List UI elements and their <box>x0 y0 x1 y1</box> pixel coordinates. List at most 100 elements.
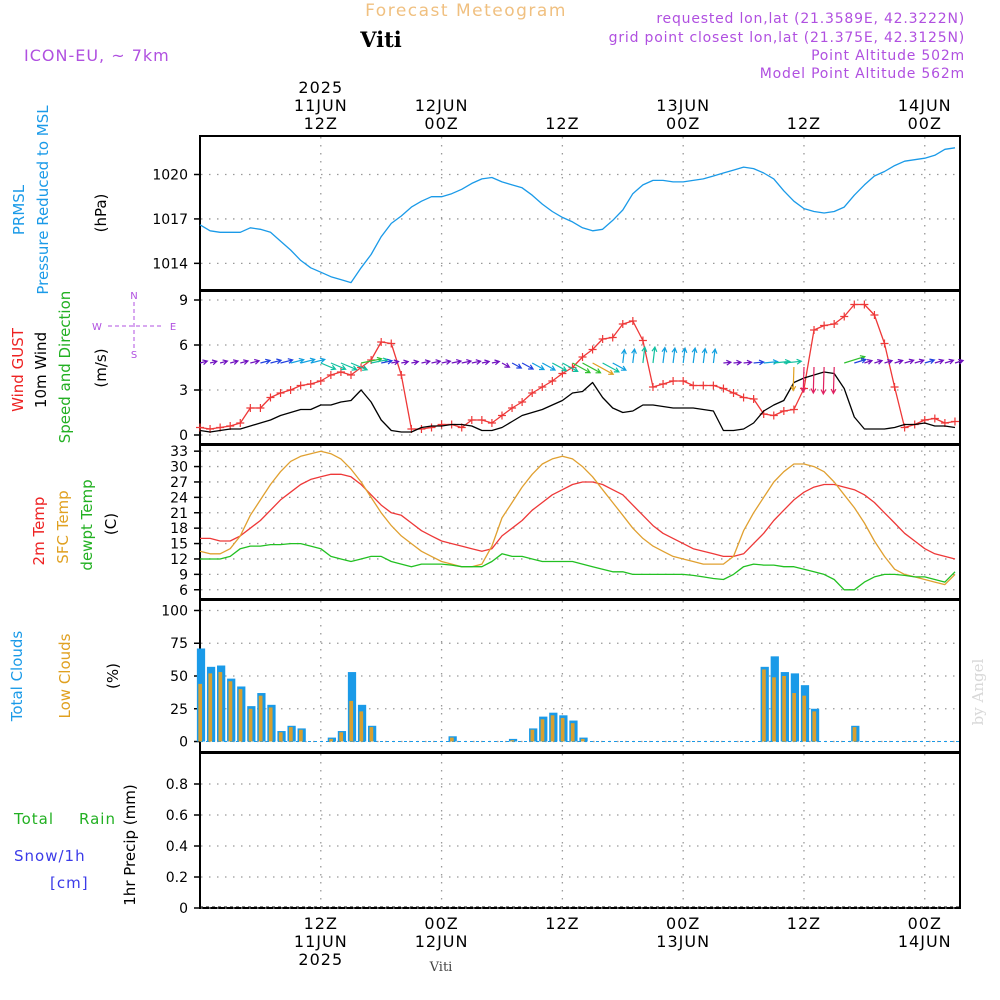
wind-arrow <box>631 347 637 364</box>
precip-total-label: Total <box>13 810 54 828</box>
y-tick-label: 6 <box>179 338 188 354</box>
wind-arrow <box>280 358 294 364</box>
point-altitude: Point Altitude 502m <box>811 48 965 64</box>
wind-gust-marker <box>880 339 889 348</box>
wind-gust-marker <box>598 335 607 343</box>
wind-gust-marker <box>739 393 748 402</box>
wind-arrow <box>240 359 250 365</box>
wind-gust-marker <box>316 377 325 385</box>
bottom-time-label: 00Z <box>424 914 458 933</box>
wind-arrow <box>914 358 925 365</box>
wind-10m-label: 10m Wind <box>32 332 50 408</box>
wind-arrow <box>783 358 803 365</box>
wind-arrow <box>330 362 347 371</box>
wind-gust-marker <box>266 393 275 402</box>
wind-arrow <box>350 362 369 371</box>
y-tick-label: 21 <box>170 506 188 522</box>
wind-gust-marker <box>467 416 476 424</box>
wind-gust-marker <box>669 377 678 385</box>
wind-arrow <box>592 362 615 375</box>
low-cloud-bar <box>288 727 293 742</box>
low-cloud-bar <box>782 676 786 742</box>
wind-gust-marker <box>196 423 204 432</box>
wind-10m-line <box>199 371 956 433</box>
y-tick-label: 0.4 <box>166 839 188 855</box>
wind-gust-marker <box>608 333 617 342</box>
wind-gust-marker <box>518 398 527 406</box>
wind-arrow <box>934 358 945 365</box>
wind-gust-marker <box>246 404 255 412</box>
compass-rose: N S W E <box>92 291 176 361</box>
requested-coords: requested lon,lat (21.3589E, 42.3222N) <box>656 11 965 27</box>
wind-arrow <box>602 362 620 373</box>
wind-arrow <box>820 366 827 396</box>
wind-arrow <box>230 359 240 365</box>
y-tick-label: 50 <box>170 669 188 685</box>
low-cloud-bar <box>238 689 243 742</box>
wind-arrow <box>723 359 733 366</box>
y-tick-label: 0.2 <box>166 870 188 886</box>
low-cloud-bar <box>772 677 776 742</box>
low-cloud-bar <box>450 737 454 742</box>
wind-gust-marker <box>729 389 738 397</box>
low-cloud-bar <box>812 711 817 742</box>
wind-arrow <box>199 359 209 366</box>
wind-gust-marker <box>930 414 939 423</box>
wind-gust-marker <box>538 383 547 391</box>
wind-arrow <box>421 359 432 365</box>
low-cloud-bar <box>208 673 213 742</box>
pressure-line <box>199 147 956 284</box>
wind-gust-marker <box>890 383 899 391</box>
wind-gust-marker <box>326 371 335 379</box>
wind-arrow <box>270 358 283 365</box>
wind-arrow <box>562 362 579 372</box>
bottom-time-label: 12Z <box>304 914 338 933</box>
wind-arrow <box>552 362 568 372</box>
y-tick-label: 0.8 <box>166 777 188 793</box>
y-tick-label: 75 <box>170 636 188 652</box>
top-time-label: 11JUN <box>294 96 348 115</box>
wind-gust-marker <box>256 404 265 412</box>
wind-arrow <box>944 358 955 365</box>
wind-arrow <box>411 359 420 366</box>
y-tick-label: 1020 <box>152 168 188 184</box>
watermark: by Angel <box>969 658 987 725</box>
y-tick-label: 33 <box>170 444 188 460</box>
top-time-label: 12Z <box>787 114 821 133</box>
temp-2m-label: 2m Temp <box>30 497 48 566</box>
wind-arrow <box>300 357 316 364</box>
top-time-label: 12Z <box>304 114 338 133</box>
wind-gust-marker <box>779 407 788 415</box>
top-time-label: 12JUN <box>415 96 469 115</box>
wind-gust-marker <box>286 386 295 394</box>
low-cloud-bar <box>248 708 253 742</box>
wind-gust-marker <box>689 381 698 390</box>
bottom-time-label: 12Z <box>545 914 579 933</box>
product-title: Forecast Meteogram <box>365 1 567 21</box>
wind-arrow <box>431 359 442 365</box>
wind-arrow <box>572 362 592 374</box>
wind-gust-marker <box>528 389 537 397</box>
bottom-time-label: 2025 <box>298 950 343 969</box>
wind-arrow <box>481 359 491 366</box>
wind-arrow <box>691 346 698 364</box>
wind-gust-marker <box>870 311 879 319</box>
low-cloud-bar <box>550 715 555 742</box>
low-cloud-bar <box>359 711 364 742</box>
wind-arrow <box>290 357 305 364</box>
wind-gust-marker <box>377 338 386 346</box>
wind-gust-marker <box>236 419 245 427</box>
wind-arrow <box>441 359 452 365</box>
wind-speed-dir-label: Speed and Direction <box>56 291 74 444</box>
wind-gust-marker <box>648 383 657 391</box>
wind-gust-marker <box>850 300 859 309</box>
wind-gust-marker <box>719 384 728 393</box>
wind-arrow <box>864 359 874 365</box>
compass-n: N <box>130 291 137 302</box>
wind-gust-marker <box>769 411 778 420</box>
bottom-time-label: 00Z <box>908 914 942 933</box>
wind-gust-marker <box>387 339 396 348</box>
wind-arrow <box>874 359 884 365</box>
